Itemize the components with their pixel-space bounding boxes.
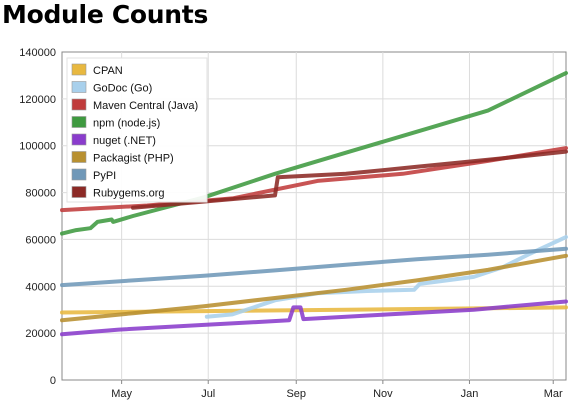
series-line-packagist-php (60, 253, 568, 323)
legend-label-pypi: PyPI (93, 170, 116, 182)
legend-swatch-nuget-net (71, 133, 87, 146)
series-line-pypi (60, 246, 568, 288)
y-tick-label: 60000 (25, 234, 56, 246)
x-tick-label: Mar (544, 388, 563, 400)
legend-label-rubygems-org: Rubygems.org (93, 188, 165, 200)
legend-label-godoc-go: GoDoc (Go) (93, 83, 152, 95)
legend-swatch-cpan (71, 63, 87, 76)
y-tick-label: 20000 (25, 328, 56, 340)
y-tick-label: 40000 (25, 281, 56, 293)
x-tick-label: Jul (201, 388, 215, 400)
y-tick-label: 80000 (25, 188, 56, 200)
legend-swatch-pypi (71, 168, 87, 181)
x-tick-label: Nov (373, 388, 393, 400)
x-tick-label: May (111, 388, 132, 400)
legend-swatch-godoc-go (71, 81, 87, 93)
series-line-npm-node-js (60, 71, 568, 236)
axis-ticks: 0 20000 40000 60000 80000 100000 120000 140000 M… (19, 47, 563, 400)
legend-swatch-maven-central-java (71, 98, 87, 111)
y-tick-label: 0 (50, 375, 56, 387)
legend-label-nuget-net: nuget (.NET) (93, 135, 156, 147)
series-line-nuget-net (60, 299, 568, 337)
legend-swatch-npm-node-js (71, 116, 87, 128)
page-title: Module Counts (2, 0, 209, 29)
y-tick-label: 120000 (19, 94, 56, 106)
legend-box (66, 57, 208, 203)
y-tick-label: 140000 (19, 47, 56, 59)
legend-label-packagist-php: Packagist (PHP) (93, 153, 174, 165)
x-tick-label: Sep (286, 388, 306, 400)
series-lines (60, 71, 568, 337)
legend-swatch-rubygems-org (71, 186, 87, 198)
y-tick-label: 100000 (19, 141, 56, 153)
legend-label-cpan: CPAN (93, 65, 123, 77)
legend-label-npm-node-js: npm (node.js) (93, 118, 160, 130)
legend: CPAN GoDoc (Go) Maven Central (Java) npm (n… (66, 57, 208, 203)
series-line-rubygems-org (131, 149, 568, 210)
x-tick-label: Jan (461, 388, 479, 400)
legend-label-maven-central-java: Maven Central (Java) (93, 100, 198, 112)
series-line-godoc-go (204, 235, 568, 319)
legend-swatch-packagist-php (71, 151, 87, 163)
